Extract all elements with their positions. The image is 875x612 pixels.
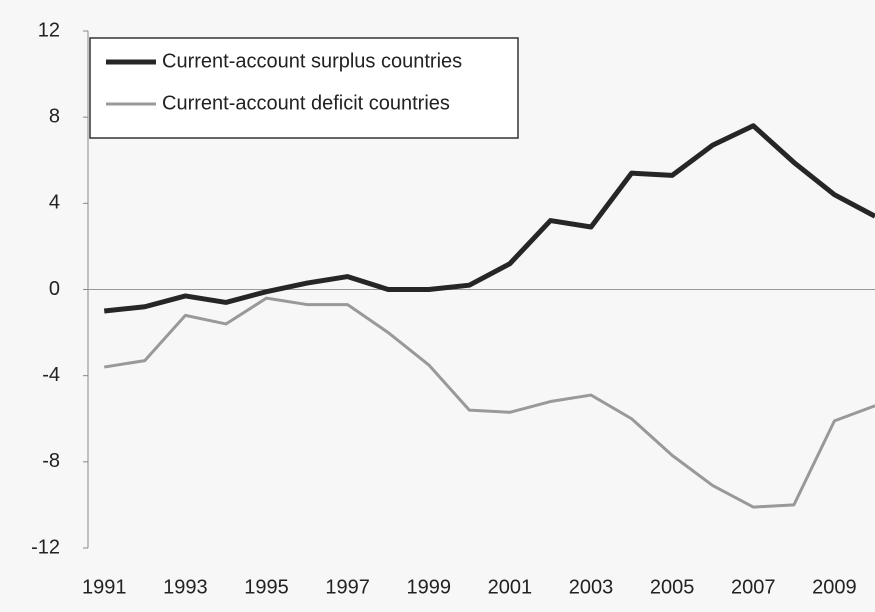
x-tick-label: 2003 xyxy=(569,576,614,598)
series-line xyxy=(103,123,875,314)
x-tick-label: 1993 xyxy=(163,576,208,598)
x-tick-label: 2001 xyxy=(488,576,533,598)
x-tick-label: 2005 xyxy=(650,576,695,598)
x-tick-label: 1997 xyxy=(325,576,370,598)
y-tick-label: -4 xyxy=(42,364,60,386)
x-tick-label: 1995 xyxy=(244,576,289,598)
y-tick-label: 12 xyxy=(38,19,60,41)
series-line xyxy=(103,296,875,509)
legend-label: Current-account surplus countries xyxy=(162,50,462,72)
legend-label: Current-account deficit countries xyxy=(162,92,450,114)
x-tick-label: 2007 xyxy=(731,576,776,598)
x-tick-label: 2009 xyxy=(812,576,857,598)
y-tick-label: -8 xyxy=(42,450,60,472)
x-tick-label: 1991 xyxy=(82,576,127,598)
y-tick-label: 4 xyxy=(49,192,60,214)
y-tick-label: 8 xyxy=(49,105,60,127)
x-tick-label: 1999 xyxy=(407,576,452,598)
y-tick-label: -12 xyxy=(31,536,60,558)
legend-box xyxy=(89,37,519,139)
y-tick-label: 0 xyxy=(49,278,60,300)
